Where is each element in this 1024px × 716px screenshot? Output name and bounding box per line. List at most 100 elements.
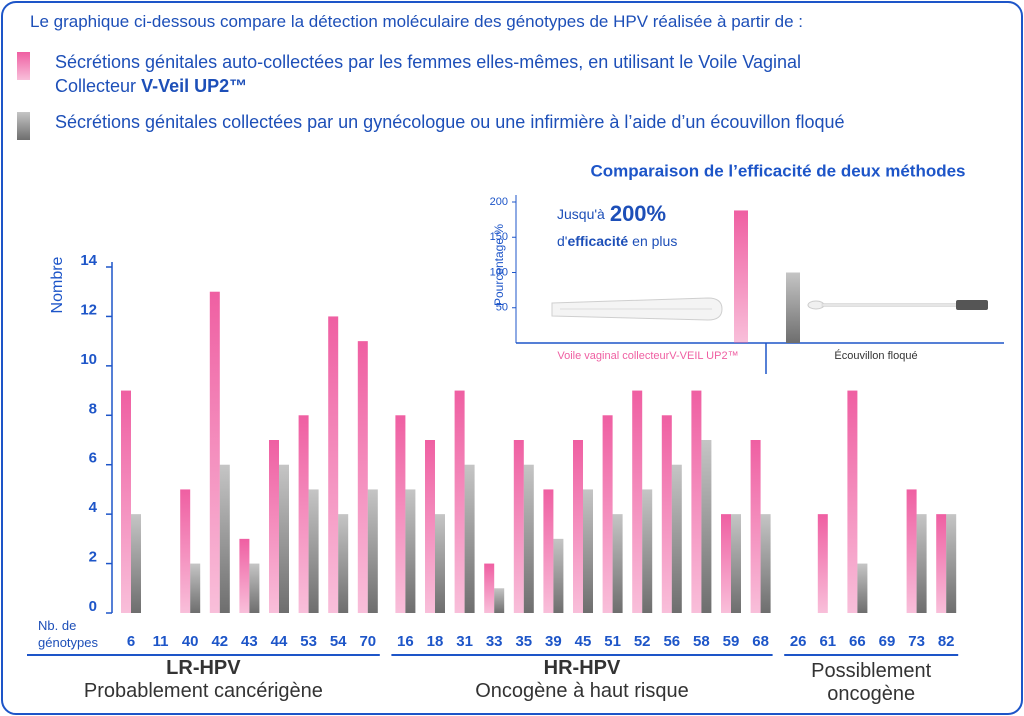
x-tick-label: 45 (575, 633, 592, 650)
x-tick-label: 70 (359, 633, 376, 650)
bar (425, 440, 435, 613)
group-description: Oncogène à haut risque (475, 680, 689, 702)
x-tick-label: 11 (153, 633, 169, 650)
bar (760, 514, 771, 613)
bar (691, 390, 702, 613)
bar (494, 588, 505, 613)
x-tick-label: 69 (879, 633, 896, 650)
y-tick-label: 6 (89, 450, 97, 467)
legend-entry: Sécrétions génitales collectées par un g… (55, 112, 845, 132)
bar (661, 415, 672, 613)
y-tick-label: 4 (89, 499, 98, 516)
inset-bar (786, 272, 800, 343)
bar (817, 514, 828, 613)
x-tick-label: 53 (300, 633, 317, 650)
bar (632, 390, 643, 613)
x-tick-label: 42 (211, 633, 228, 650)
y-tick-label: 10 (80, 351, 97, 368)
annotation: Jusqu'à 200% (557, 201, 666, 226)
x-tick-label: 18 (427, 633, 444, 650)
bar (484, 563, 495, 613)
bar (543, 489, 554, 613)
inset-x-label: Voile vaginal collecteurV-VEIL UP2™ (557, 350, 738, 362)
group-name: HR-HPV (543, 657, 621, 679)
bar (523, 464, 534, 613)
x-tick-label: 39 (545, 633, 562, 650)
inset-y-tick-label: 200 (490, 196, 508, 208)
bar (464, 464, 475, 613)
annotation-emphasis: 200% (610, 201, 666, 226)
bar (454, 390, 465, 613)
annotation-emphasis: efficacité (567, 233, 628, 249)
x-tick-label: 44 (271, 633, 288, 650)
annotation-part: en plus (632, 233, 677, 249)
bar (121, 390, 131, 613)
swab-illustration (807, 300, 988, 310)
inset-y-tick-label: 100 (490, 266, 508, 278)
bar (671, 464, 682, 613)
group-label: LR-HPV Probablement cancérigène (27, 657, 380, 703)
bar (513, 440, 524, 613)
bar (209, 291, 220, 613)
bar (731, 514, 741, 613)
bar (269, 440, 279, 613)
x-tick-label: 61 (819, 633, 836, 650)
group-description: Probablement cancérigène (83, 680, 323, 702)
annotation: d'efficacité en plus (557, 233, 677, 249)
bar (553, 538, 564, 613)
group-description: Possiblement oncogène (811, 660, 932, 705)
inset-y-tick-label: 50 (496, 302, 508, 314)
legend-swatch (17, 112, 30, 140)
bar (936, 514, 947, 613)
bar (279, 464, 289, 613)
x-tick-label: 56 (663, 633, 680, 650)
x-tick-label: 35 (515, 633, 532, 650)
inset-x-label: Écouvillon floqué (834, 349, 917, 362)
bar (219, 464, 230, 613)
inset-bar (734, 210, 748, 343)
inset-title: Comparaison de l’efficacité de deux méth… (590, 161, 965, 180)
group-name: LR-HPV (166, 657, 241, 679)
legend-swatch (17, 52, 30, 80)
bar (367, 489, 378, 613)
bar (131, 514, 141, 613)
x-tick-label: 59 (723, 633, 740, 650)
bar (328, 316, 339, 613)
bar (298, 415, 309, 613)
y-tick-label: 2 (89, 549, 97, 566)
x-tick-label: 31 (456, 633, 473, 650)
group-label: HR-HPV Oncogène à haut risque (391, 657, 772, 703)
x-axis-label: Nb. de génotypes (38, 618, 98, 650)
bar (405, 489, 416, 613)
y-axis-label: Nombre (49, 256, 66, 313)
bar (395, 415, 406, 613)
x-tick-label: 68 (752, 633, 769, 650)
y-tick-label: 0 (89, 598, 97, 615)
x-tick-label: 58 (693, 633, 710, 650)
x-tick-label: 33 (486, 633, 503, 650)
x-tick-label: 6 (127, 633, 135, 650)
inset-y-tick-label: 150 (490, 231, 508, 243)
x-tick-label: 54 (330, 633, 347, 650)
x-tick-label: 43 (241, 633, 258, 650)
bar (721, 514, 731, 613)
bar (239, 538, 250, 613)
bar (357, 341, 368, 613)
annotation-part: Jusqu'à (557, 206, 605, 222)
x-tick-label: 66 (849, 633, 866, 650)
y-tick-label: 14 (80, 252, 97, 269)
bar (750, 440, 761, 613)
bar (946, 514, 957, 613)
bar (180, 489, 191, 613)
legend-text: Sécrétions génitales auto-collectées par… (55, 52, 802, 96)
bar (612, 514, 623, 613)
group-label: Possiblement oncogène (784, 660, 958, 706)
x-tick-label: 82 (938, 633, 955, 650)
y-tick-label: 8 (89, 400, 97, 417)
bar (701, 440, 712, 613)
bar (602, 415, 613, 613)
bar (583, 489, 593, 613)
bar (642, 489, 653, 613)
